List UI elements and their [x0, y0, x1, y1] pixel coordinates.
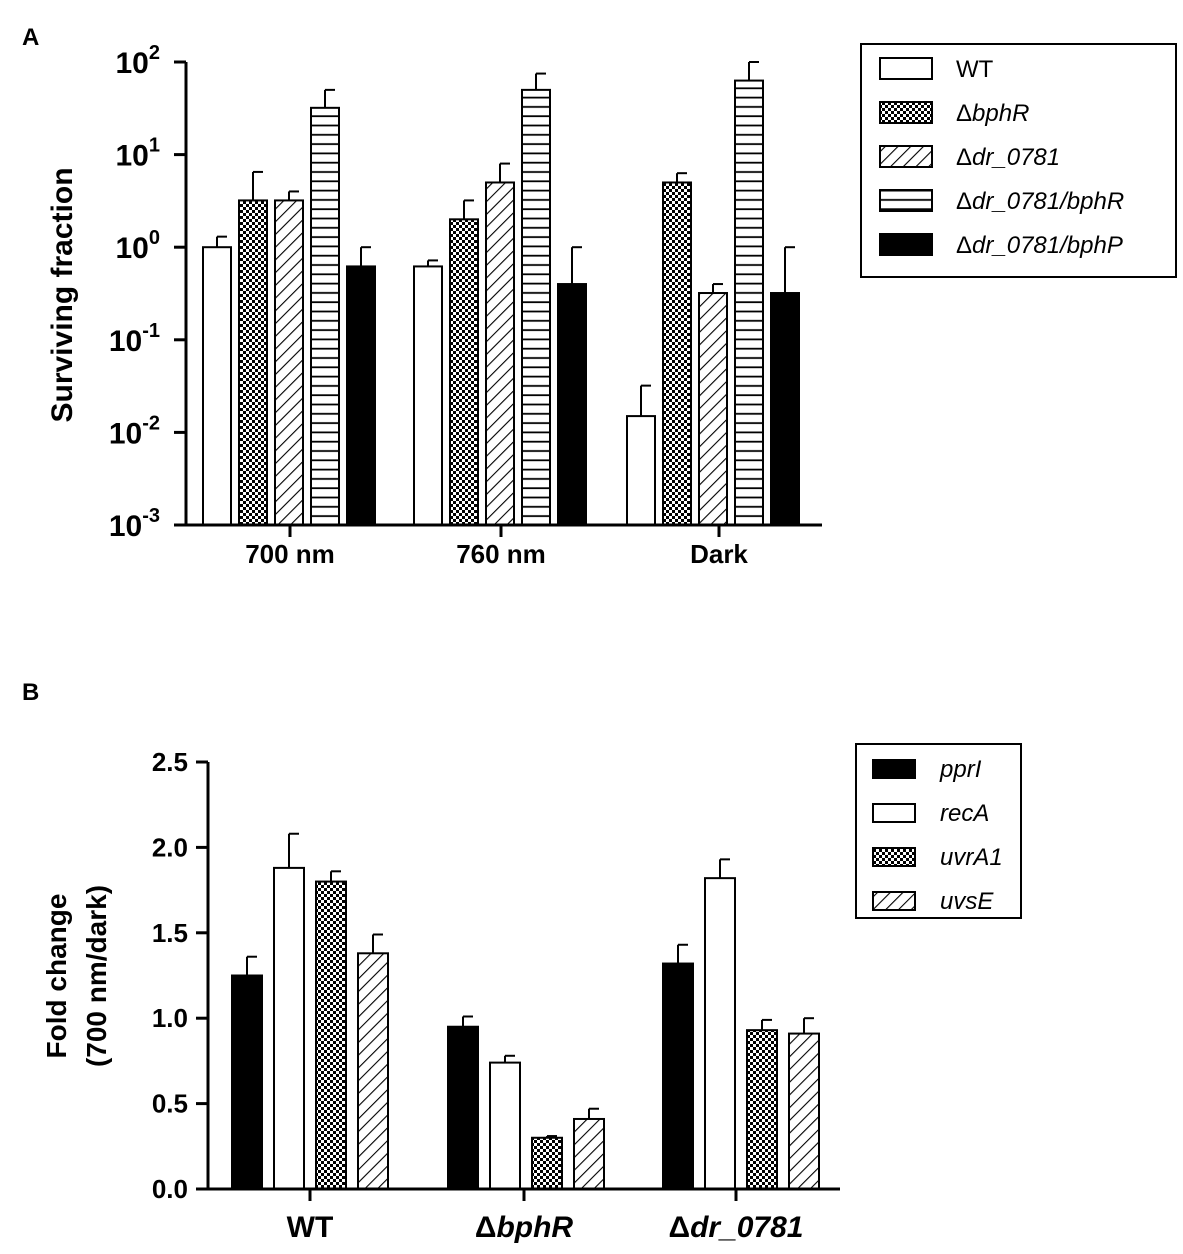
panel-a-bar-bphr-700-nm	[238, 199, 268, 526]
panel-b-y-tick-label: 0.0	[152, 1174, 188, 1204]
panel-a-bar-wt-700-nm	[202, 246, 232, 526]
panel-a-legend-swatch-wt	[879, 57, 933, 80]
panel-b-bar-reca-wt	[273, 866, 305, 1190]
panel-a-bar-dr-0781-bphp-dark	[770, 292, 800, 526]
panel-b-legend-label-uvra1: uvrA1	[940, 844, 1003, 871]
panel-b-bar-ppri-wt	[231, 974, 263, 1190]
panel-b-bar-uvra1-dr-0781	[746, 1029, 778, 1190]
panel-a-y-tick-label: 10-2	[109, 412, 160, 450]
panel-a-label: A	[22, 24, 39, 51]
panel-a-bar-dr-0781-bphp-760-nm	[557, 283, 587, 527]
panel-b-y-tick-label: 0.5	[152, 1089, 188, 1119]
panel-a-bars	[202, 61, 800, 527]
panel-b-legend: pprI recA uvrA1 uvsE	[855, 743, 1022, 919]
panel-b-legend-swatch-uvra1	[872, 847, 916, 867]
panel-b-y-tick-label: 2.0	[152, 832, 188, 862]
panel-a-y-tick-label: 101	[116, 135, 161, 173]
panel-b-bars	[231, 832, 820, 1191]
panel-b-bar-uvse-dr-0781	[788, 1032, 820, 1191]
panel-a-legend: WT ΔbphR Δdr_0781 Δdr_0781/bphR Δdr_0781/bph…	[860, 43, 1177, 278]
panel-b-y-axis-title-line2: (700 nm/dark)	[81, 885, 112, 1067]
panel-a-y-tick-label: 100	[116, 227, 161, 265]
panel-a-bar-dr-0781-dark	[698, 292, 728, 526]
panel-b-legend-swatch-ppri	[872, 759, 916, 779]
panel-a-bar-dr-0781-bphr-700-nm	[310, 106, 340, 526]
panel-b-legend-box	[855, 743, 1022, 919]
panel-b-bar-ppri-dr-0781	[662, 962, 694, 1190]
panel-a-y-tick-label: 10-1	[109, 320, 160, 358]
panel-a-legend-label-bphr: ΔbphR	[956, 100, 1029, 127]
panel-a-y-tick-label: 10-3	[109, 505, 160, 543]
panel-a-legend-label-dr-0781: Δdr_0781	[956, 144, 1060, 171]
panel-b-x-tick-labels: WT ΔbphR Δdr_0781	[287, 1189, 804, 1244]
panel-a-bar-bphr-dark	[662, 181, 692, 526]
panel-a-legend-swatch-bphr	[879, 101, 933, 124]
panel-b: B Fold change (700 nm/dark) 0.0 0.5 1.0 1.5…	[22, 679, 1022, 1244]
panel-a-legend-label-wt: WT	[956, 56, 994, 83]
panel-a-legend-label-dr-0781-bphr: Δdr_0781/bphR	[956, 188, 1124, 215]
panel-a-bar-dr-0781-bphp-700-nm	[346, 265, 376, 526]
panel-b-bar-ppri-bphr	[447, 1025, 479, 1190]
panel-b-y-axis-title-line1: Fold change	[41, 894, 72, 1059]
panel-b-y-tick-label: 2.5	[152, 747, 188, 777]
panel-a-bar-bphr-760-nm	[449, 218, 479, 526]
panel-b-x-tick-label-wt: WT	[287, 1211, 334, 1244]
panel-a-legend-swatch-dr-0781-bphp	[879, 233, 933, 256]
panel-a-x-tick-label-dark: Dark	[690, 539, 748, 569]
panel-a: A Surviving fraction 10210110010-110-210…	[22, 24, 1177, 569]
panel-b-legend-swatch-reca	[872, 803, 916, 823]
panel-b-bar-uvra1-wt	[315, 880, 347, 1190]
panel-a-bar-dr-0781-bphr-760-nm	[521, 88, 551, 527]
panel-b-y-ticks: 0.0 0.5 1.0 1.5 2.0 2.5	[152, 747, 208, 1204]
panel-a-x-tick-label-760-nm: 760 nm	[456, 539, 546, 569]
panel-b-bar-uvra1-bphr	[531, 1136, 563, 1191]
panel-a-legend-label-dr-0781-bphp: Δdr_0781/bphP	[956, 232, 1123, 259]
panel-b-bar-uvse-wt	[357, 952, 389, 1191]
panel-b-legend-label-reca: recA	[940, 800, 989, 827]
panel-b-legend-swatch-uvse	[872, 891, 916, 911]
panel-b-legend-label-ppri: pprI	[939, 756, 982, 783]
panel-a-y-tick-label: 102	[116, 42, 161, 80]
panel-b-x-tick-label-bphr: ΔbphR	[475, 1211, 574, 1244]
panel-b-bar-reca-dr-0781	[704, 877, 736, 1190]
panel-b-bar-uvse-bphr	[573, 1117, 605, 1191]
panel-a-bar-dr-0781-700-nm	[274, 199, 304, 526]
panel-a-y-ticks: 102 101 100 10-1 10-2 10-3	[109, 42, 186, 543]
panel-a-x-tick-labels: 700 nm 760 nm Dark	[245, 525, 748, 569]
panel-b-legend-label-uvse: uvsE	[940, 888, 994, 915]
panel-a-y-axis-title: Surviving fraction	[46, 167, 79, 422]
panel-a-bar-wt-760-nm	[413, 265, 443, 526]
panel-a-bar-wt-dark	[626, 415, 656, 527]
panel-b-y-tick-label: 1.0	[152, 1003, 188, 1033]
panel-b-label: B	[22, 679, 39, 706]
panel-a-bar-dr-0781-bphr-dark	[734, 79, 764, 527]
panel-b-bar-reca-bphr	[489, 1061, 521, 1191]
panel-b-y-tick-label: 1.5	[152, 918, 188, 948]
panel-a-legend-swatch-dr-0781-bphr	[879, 189, 933, 212]
panel-b-x-tick-label-dr-0781: Δdr_0781	[669, 1211, 804, 1244]
panel-a-bar-dr-0781-760-nm	[485, 181, 515, 526]
panel-a-x-tick-label-700-nm: 700 nm	[245, 539, 335, 569]
panel-a-legend-swatch-dr-0781	[879, 145, 933, 168]
